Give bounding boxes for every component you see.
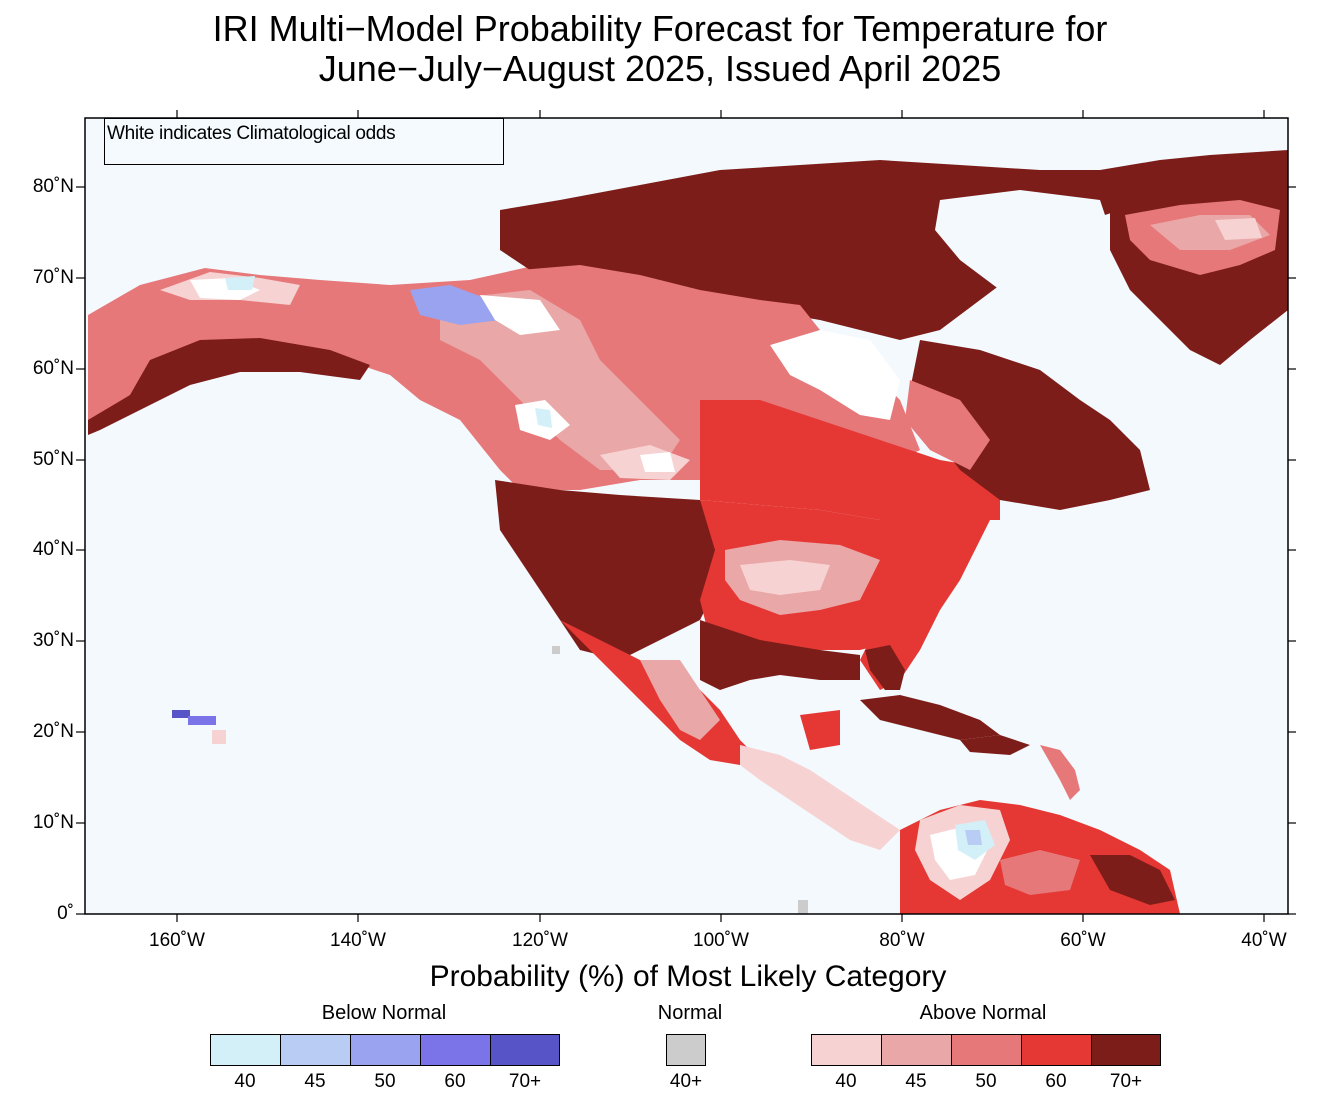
- colombia-blue: [965, 830, 982, 845]
- legend-tick-above-2: 50: [975, 1071, 997, 1092]
- arctic-pale-band: [520, 265, 820, 345]
- legend-swatch-below-1: [280, 1034, 351, 1066]
- normal-cell-1: [552, 646, 560, 654]
- normal-cell-2: [798, 900, 808, 914]
- legend-tick-below-1: 45: [304, 1071, 326, 1092]
- gulf-coast: [700, 620, 860, 690]
- map-title-line-2: June−July−August 2025, Issued April 2025: [318, 48, 1002, 89]
- lon-label-140w: 140˚W: [330, 930, 386, 951]
- lat-label-10n: 10˚N: [32, 812, 74, 833]
- lon-label-120w: 120˚W: [512, 930, 568, 951]
- yukon-white: [480, 295, 560, 335]
- greenland-whitish: [1215, 218, 1262, 240]
- us-west: [495, 480, 720, 660]
- legend-tick-below-2: 50: [374, 1071, 396, 1092]
- legend-swatch-below-0: [210, 1034, 281, 1066]
- hawaii-pale: [212, 730, 226, 744]
- cuba: [860, 695, 1000, 740]
- climatology-note: White indicates Climatological odds: [107, 123, 396, 144]
- lat-ticks: [76, 186, 1296, 915]
- lat-label-80n: 80˚N: [32, 176, 74, 197]
- hudson-bay: [770, 330, 900, 420]
- ohio-valley-core: [740, 560, 830, 595]
- forecast-shading: [88, 150, 1288, 914]
- bc-light-blue: [535, 408, 552, 428]
- legend-swatch-above-2: [951, 1034, 1022, 1066]
- prairie-white-core: [640, 452, 675, 472]
- antilles-chain: [1040, 745, 1080, 800]
- alaska-light-blue: [225, 276, 255, 290]
- lat-label-40n: 40˚N: [32, 539, 74, 560]
- lon-label-40w: 40˚W: [1241, 930, 1287, 951]
- hawaii-blue-2: [188, 716, 216, 725]
- legend-normal-label: Normal: [657, 1002, 723, 1024]
- legend-tick-above-0: 40: [835, 1071, 857, 1092]
- legend-below-normal-label: Below Normal: [321, 1002, 447, 1024]
- lat-label-60n: 60˚N: [32, 358, 74, 379]
- map-frame: [84, 117, 1289, 915]
- legend-swatch-normal-0: [666, 1034, 706, 1066]
- legend-tick-above-3: 60: [1045, 1071, 1067, 1092]
- venezuela-pale: [1000, 850, 1080, 895]
- guianas: [1090, 855, 1175, 905]
- legend-swatch-below-3: [420, 1034, 491, 1066]
- central-america: [740, 745, 900, 850]
- legend-tick-below-0: 40: [234, 1071, 256, 1092]
- yucatan: [800, 710, 840, 750]
- lat-label-70n: 70˚N: [32, 267, 74, 288]
- lon-ticks: [176, 110, 1265, 922]
- greenland-sea: [935, 190, 1110, 300]
- lat-label-0: 0˚: [57, 903, 74, 924]
- legend-swatch-below-2: [350, 1034, 421, 1066]
- legend-tick-below-4: 70+: [508, 1071, 542, 1092]
- legend-above-normal-label: Above Normal: [919, 1002, 1047, 1024]
- canada-west-pale: [440, 290, 680, 470]
- hispaniola: [960, 735, 1030, 755]
- legend-tick-below-3: 60: [444, 1071, 466, 1092]
- mexico-pale: [640, 660, 720, 740]
- legend-tick-above-4: 70+: [1109, 1071, 1143, 1092]
- alaska-south-coast: [88, 338, 370, 435]
- central-canada-red: [700, 400, 1000, 520]
- lon-label-160w: 160˚W: [149, 930, 205, 951]
- legend-swatch-above-0: [811, 1034, 882, 1066]
- lat-label-20n: 20˚N: [32, 721, 74, 742]
- legend-tick-above-1: 45: [905, 1071, 927, 1092]
- climatology-note-box: White indicates Climatological odds: [104, 118, 504, 165]
- legend-swatch-above-1: [881, 1034, 952, 1066]
- florida: [865, 645, 905, 690]
- lat-label-30n: 30˚N: [32, 630, 74, 651]
- hawaii-blue-1: [172, 710, 190, 718]
- us-east-coast: [860, 500, 1000, 690]
- legend-swatch-below-4: [490, 1034, 560, 1066]
- legend-swatch-above-3: [1021, 1034, 1092, 1066]
- legend-tick-normal-0: 40+: [669, 1071, 703, 1092]
- yukon-blue: [410, 285, 500, 325]
- legend-title: Probability (%) of Most Likely Category: [429, 960, 947, 993]
- lat-label-50n: 50˚N: [32, 449, 74, 470]
- lon-label-100w: 100˚W: [693, 930, 749, 951]
- quebec-pale: [905, 380, 990, 470]
- lon-label-60w: 60˚W: [1060, 930, 1106, 951]
- map-title-line-1: IRI Multi−Model Probability Forecast for…: [212, 8, 1108, 49]
- legend-swatch-above-4: [1091, 1034, 1161, 1066]
- lon-label-80w: 80˚W: [879, 930, 925, 951]
